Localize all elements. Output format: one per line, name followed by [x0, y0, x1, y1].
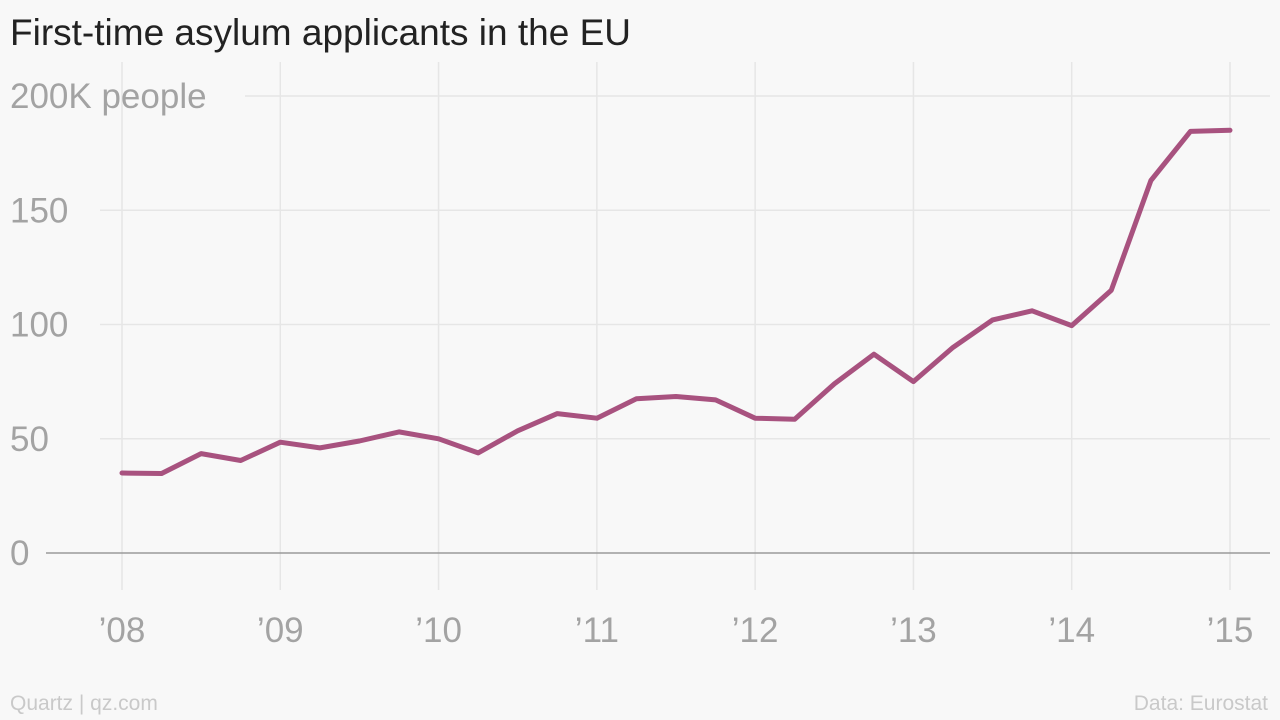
y-tick-label: 150 [10, 191, 68, 230]
x-tick-label: ’13 [890, 611, 937, 650]
x-tick-label: ’11 [575, 611, 619, 650]
y-tick-label: 200K people [10, 77, 207, 116]
horizontal-gridlines [46, 95, 1270, 554]
x-tick-label: ’09 [257, 611, 304, 650]
footer-credit: Quartz | qz.com [10, 692, 158, 715]
series-group [119, 127, 1233, 476]
y-tick-label: 100 [10, 306, 68, 345]
series-line [119, 127, 1233, 476]
y-tick-label: 0 [10, 534, 29, 573]
y-axis-tick-labels: 0 50 100 150 200K people [10, 77, 207, 573]
x-tick-label: ’10 [415, 611, 462, 650]
x-tick-label: ’12 [732, 611, 779, 650]
x-tick-label: ’15 [1207, 611, 1254, 650]
x-tick-label: ’08 [99, 611, 146, 650]
y-tick-label: 50 [10, 420, 49, 459]
x-axis-tick-labels: ’08 ’09 ’10 ’11 ’12 ’13 ’14 ’15 [99, 611, 1254, 650]
chart-title: First-time asylum applicants in the EU [10, 12, 631, 53]
x-tick-label: ’14 [1048, 611, 1095, 650]
vertical-gridlines [121, 62, 1231, 590]
footer-source: Data: Eurostat [1133, 692, 1268, 715]
